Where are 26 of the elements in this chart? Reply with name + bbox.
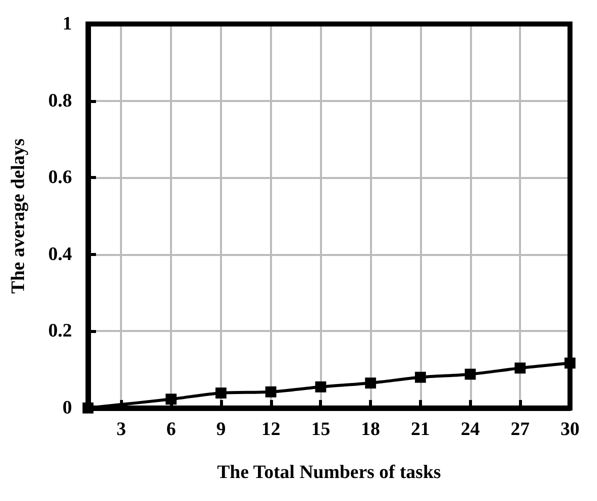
- point: [215, 388, 226, 399]
- x-tick-label: 18: [361, 419, 380, 440]
- point: [265, 386, 276, 398]
- x-tick-label: 3: [116, 419, 126, 440]
- point: [464, 368, 476, 380]
- x-tick-label: 6: [166, 419, 176, 440]
- point: [365, 378, 376, 389]
- y-tick-label: 0.8: [48, 90, 72, 112]
- y-tick-label: 0: [62, 398, 72, 418]
- point: [315, 381, 326, 392]
- point: [414, 372, 426, 383]
- point: [514, 362, 526, 374]
- x-tick-label: 15: [311, 419, 330, 440]
- x-tick-label: 27: [510, 419, 530, 440]
- x-tick-label: 30: [560, 419, 580, 440]
- x-tick-label: 24: [460, 419, 480, 440]
- x-axis-title: The Total Numbers of tasks: [217, 462, 441, 483]
- y-axis-title: The average delays: [8, 138, 29, 294]
- y-tick-label: 0.6: [48, 167, 72, 188]
- point: [166, 394, 177, 405]
- y-tick-label: 1: [62, 14, 72, 34]
- y-tick-label: 0.4: [48, 244, 72, 265]
- x-tick-label: 9: [216, 419, 226, 440]
- x-tick-label: 21: [410, 419, 430, 440]
- x-tick-label: 12: [261, 419, 280, 440]
- y-tick-label: 0.2: [48, 320, 72, 342]
